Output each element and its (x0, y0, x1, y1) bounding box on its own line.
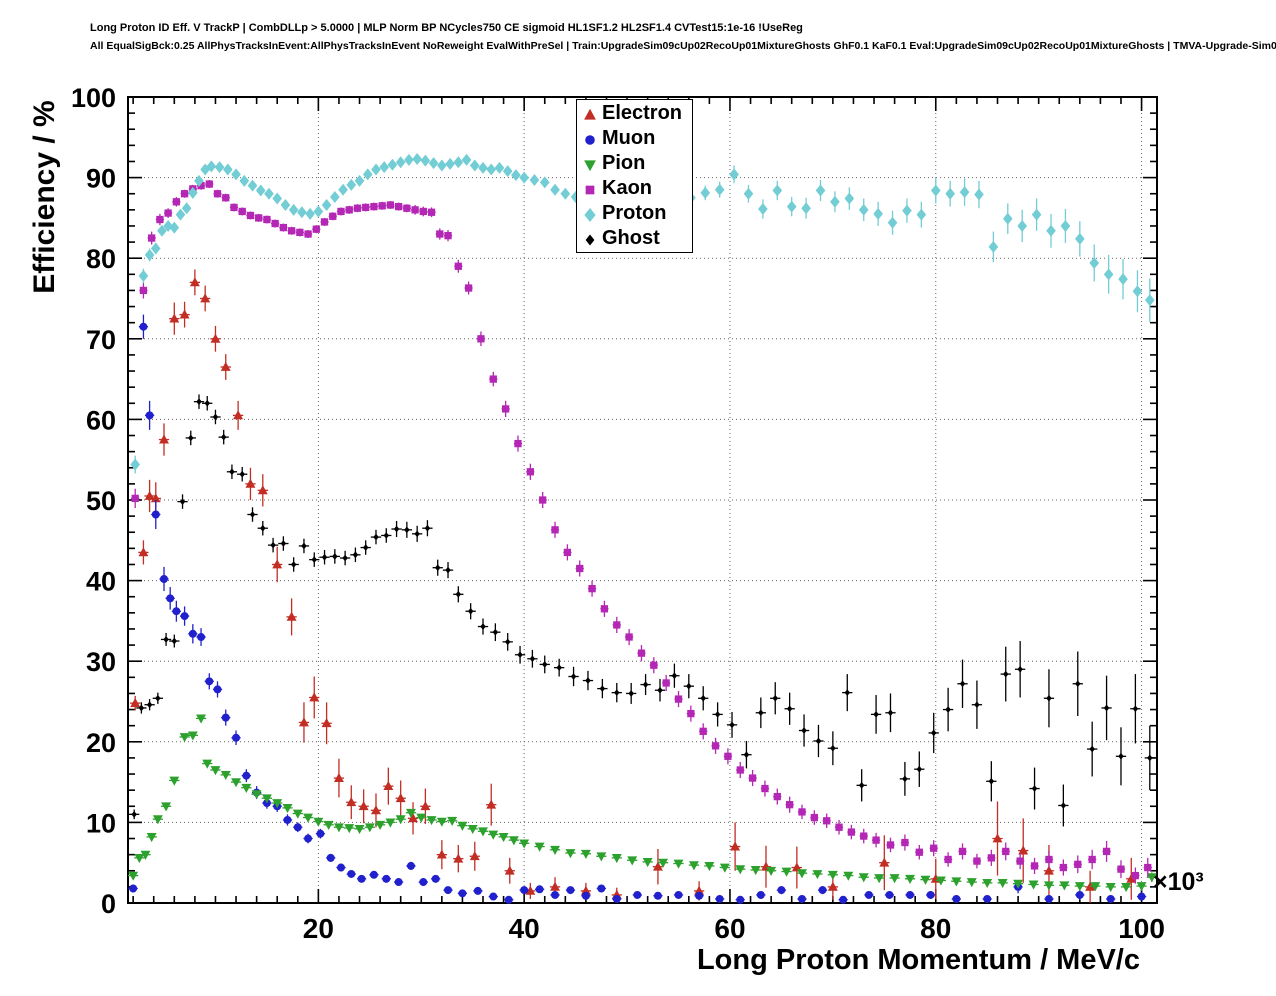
y-tick-label: 50 (86, 486, 116, 516)
plot-title-line1: Long Proton ID Eff. V TrackP | CombDLLp … (90, 22, 803, 34)
legend-item-ghost: Ghost (580, 226, 682, 251)
plot-title-line2: All EqualSigBck:0.25 AllPhysTracksInEven… (90, 40, 1276, 52)
legend-label: Electron (602, 102, 683, 124)
x-tick-label: 20 (303, 913, 334, 944)
series-electron (130, 269, 1137, 903)
legend-item-electron: Electron (580, 101, 682, 126)
y-tick-label: 10 (86, 808, 116, 838)
legend-item-pion: Pion (580, 151, 682, 176)
y-tick-label: 90 (86, 164, 116, 194)
legend-item-muon: Muon (580, 126, 682, 151)
legend: Electron Muon Pion Kaon Proton Ghost (576, 99, 694, 253)
series-pion (128, 714, 1157, 893)
ghost-marker-icon (580, 229, 600, 249)
muon-marker-icon (580, 129, 600, 149)
y-tick-label: 60 (86, 405, 116, 435)
proton-marker-icon (580, 204, 600, 224)
legend-item-kaon: Kaon (580, 176, 682, 201)
y-tick-label: 80 (86, 244, 116, 274)
x-axis-exponent: ×10³ (1153, 868, 1204, 896)
legend-label: Kaon (602, 177, 652, 199)
legend-label: Muon (602, 127, 656, 149)
legend-label: Proton (602, 202, 667, 224)
y-axis-title: Efficiency / % (28, 100, 61, 294)
pion-marker-icon (580, 154, 600, 174)
kaon-marker-icon (580, 179, 600, 199)
y-tick-label: 70 (86, 325, 116, 355)
series-kaon (131, 180, 1152, 884)
electron-marker-icon (580, 104, 600, 124)
x-axis-title: Long Proton Momentum / MeV/c (696, 944, 1140, 976)
legend-label: Pion (602, 152, 646, 174)
y-tick-label: 30 (86, 647, 116, 677)
x-tick-label: 60 (714, 913, 745, 944)
legend-item-proton: Proton (580, 201, 682, 226)
x-tick-label: 40 (509, 913, 540, 944)
series-ghost (129, 394, 1155, 827)
y-tick-label: 20 (86, 728, 116, 758)
y-tick-label: 0 (101, 889, 116, 919)
series-muon (128, 314, 1147, 904)
x-tick-label: 80 (920, 913, 951, 944)
y-tick-label: 40 (86, 567, 116, 597)
x-tick-label: 100 (1118, 913, 1165, 944)
legend-label: Ghost (602, 227, 660, 249)
y-tick-label: 100 (71, 83, 116, 113)
series-proton (130, 153, 1155, 474)
